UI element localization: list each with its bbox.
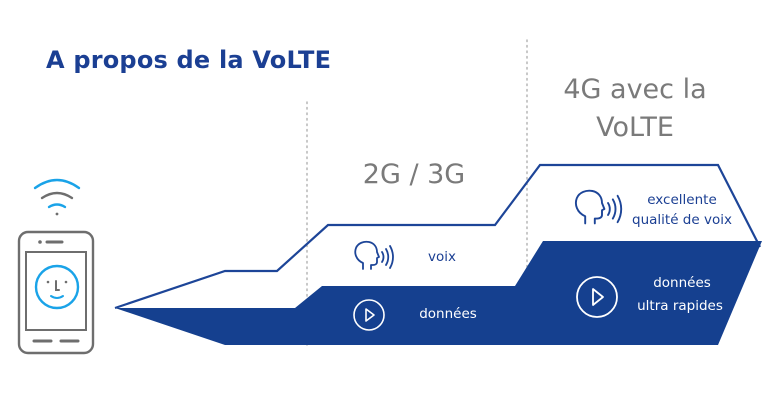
- smartphone-face-icon: [17, 230, 95, 355]
- data-label-2g3g: données: [419, 306, 477, 322]
- play-circle-icon: [353, 299, 385, 331]
- stage-label-2g3g: 2G / 3G: [362, 159, 466, 190]
- voice-label-4g-line2: qualité de voix: [632, 212, 732, 228]
- stage-label-4g-line2: VoLTE: [596, 112, 674, 143]
- page-title: A propos de la VoLTE: [46, 46, 332, 74]
- voice-band-outline: [114, 163, 761, 310]
- data-band-fill: [115, 241, 762, 345]
- data-label-4g-line2: ultra rapides: [637, 298, 723, 314]
- speaking-head-icon: [574, 189, 623, 225]
- voice-label-4g-line1: excellente: [647, 192, 717, 208]
- data-label-4g-line1: données: [653, 275, 711, 291]
- voice-label-2g3g: voix: [428, 249, 456, 265]
- wifi-icon: [33, 178, 81, 216]
- stage-label-4g-line1: 4G avec la: [563, 74, 707, 105]
- play-circle-icon: [576, 276, 618, 318]
- speaking-head-icon: [354, 240, 394, 270]
